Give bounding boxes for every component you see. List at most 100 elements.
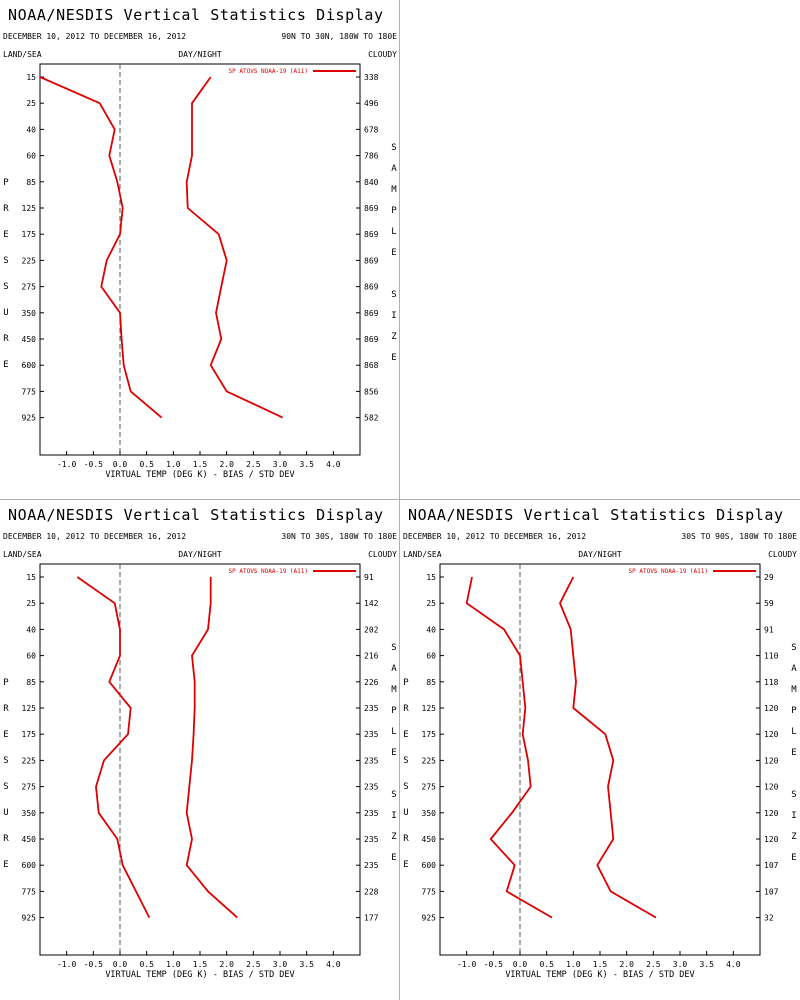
sample-size-axis-letter: E xyxy=(791,748,796,758)
pressure-axis-letter: R xyxy=(3,204,9,214)
sample-size-label: 120 xyxy=(764,730,779,739)
x-tick-label: 3.5 xyxy=(299,960,314,969)
pressure-tick-label: 450 xyxy=(22,335,37,344)
pressure-tick-label: 25 xyxy=(26,599,36,608)
land-sea-label: LAND/SEA xyxy=(403,550,442,559)
sample-size-axis-letter: S xyxy=(391,643,396,653)
sample-size-label: 840 xyxy=(364,178,379,187)
pressure-axis-letter: R xyxy=(403,834,409,844)
x-tick-label: 2.5 xyxy=(646,960,661,969)
pressure-tick-label: 225 xyxy=(22,756,37,765)
x-tick-label: 4.0 xyxy=(726,960,741,969)
vertical-divider xyxy=(399,0,400,1000)
pressure-tick-label: 125 xyxy=(422,704,437,713)
pressure-axis-letter: S xyxy=(3,256,8,266)
x-tick-label: 3.0 xyxy=(273,460,288,469)
pressure-tick-label: 175 xyxy=(22,730,37,739)
pressure-tick-label: 450 xyxy=(22,835,37,844)
sample-size-axis-letter: S xyxy=(791,643,796,653)
x-axis-title: VIRTUAL TEMP (DEG K) - BIAS / STD DEV xyxy=(505,970,694,980)
pressure-axis-letter: R xyxy=(3,704,9,714)
sample-size-axis-letter: P xyxy=(391,706,397,716)
sample-size-label: 110 xyxy=(764,652,779,661)
x-tick-label: 0.5 xyxy=(539,960,554,969)
x-tick-label: -0.5 xyxy=(84,460,103,469)
sample-size-axis-letter: L xyxy=(391,727,396,737)
pressure-tick-label: 600 xyxy=(22,861,37,870)
sample-size-axis-letter: Z xyxy=(791,832,797,842)
horizontal-divider xyxy=(0,499,800,500)
sample-size-axis-letter: Z xyxy=(391,332,397,342)
legend-label: SP ATOVS NOAA-19 (A11) xyxy=(629,568,708,575)
sample-size-axis-letter: I xyxy=(391,311,396,321)
sample-size-axis-letter: S xyxy=(391,290,396,300)
sample-size-axis-letter: Z xyxy=(391,832,397,842)
series-line-bias xyxy=(39,76,163,419)
pressure-axis-letter: R xyxy=(403,704,409,714)
x-tick-label: 0.0 xyxy=(513,960,528,969)
series-line-std_dev xyxy=(185,76,284,419)
sample-size-label: 338 xyxy=(364,73,379,82)
sample-size-axis-letter: P xyxy=(791,706,797,716)
day-night-label: DAY/NIGHT xyxy=(178,550,222,559)
pressure-tick-label: 40 xyxy=(26,625,36,634)
x-tick-label: 3.5 xyxy=(299,460,314,469)
region-label: 30S TO 90S, 180W TO 180E xyxy=(681,532,797,541)
x-tick-label: 3.0 xyxy=(673,960,688,969)
x-tick-label: 0.5 xyxy=(139,460,154,469)
sample-size-label: 32 xyxy=(764,914,774,923)
sample-size-axis-letter: A xyxy=(391,664,397,674)
cloudy-label: CLOUDY xyxy=(368,550,397,559)
sample-size-label: 216 xyxy=(364,652,379,661)
pressure-tick-label: 225 xyxy=(422,756,437,765)
pressure-tick-label: 60 xyxy=(26,152,36,161)
x-tick-label: -1.0 xyxy=(57,460,76,469)
pressure-axis-letter: E xyxy=(3,230,8,240)
x-tick-label: -1.0 xyxy=(57,960,76,969)
pressure-tick-label: 775 xyxy=(422,887,437,896)
sample-size-label: 235 xyxy=(364,756,379,765)
pressure-tick-label: 40 xyxy=(426,625,436,634)
sample-size-label: 582 xyxy=(364,414,379,423)
sample-size-label: 235 xyxy=(364,861,379,870)
pressure-axis-letter: P xyxy=(403,678,409,688)
sample-size-label: 59 xyxy=(764,599,774,608)
pressure-tick-label: 125 xyxy=(22,204,37,213)
date-range: DECEMBER 10, 2012 TO DECEMBER 16, 2012 xyxy=(3,32,186,41)
sample-size-label: 120 xyxy=(764,783,779,792)
sample-size-label: 235 xyxy=(364,783,379,792)
chart-svg: NOAA/NESDIS Vertical Statistics Display D… xyxy=(3,6,397,480)
x-tick-label: 0.5 xyxy=(139,960,154,969)
sample-size-label: 868 xyxy=(364,361,379,370)
pressure-axis-letter: E xyxy=(3,860,8,870)
pressure-tick-label: 125 xyxy=(22,704,37,713)
sample-size-axis-letter: E xyxy=(391,748,396,758)
pressure-tick-label: 350 xyxy=(22,809,37,818)
land-sea-label: LAND/SEA xyxy=(3,50,42,59)
sample-size-label: 496 xyxy=(364,99,379,108)
x-tick-label: -0.5 xyxy=(484,960,503,969)
pressure-tick-label: 350 xyxy=(22,309,37,318)
x-tick-label: 1.5 xyxy=(193,960,208,969)
land-sea-label: LAND/SEA xyxy=(3,550,42,559)
sample-size-label: 678 xyxy=(364,125,379,134)
sample-size-axis-letter: M xyxy=(391,185,397,195)
pressure-axis-letter: S xyxy=(3,756,8,766)
x-axis-title: VIRTUAL TEMP (DEG K) - BIAS / STD DEV xyxy=(105,970,294,980)
x-tick-label: 3.0 xyxy=(273,960,288,969)
chart-svg: NOAA/NESDIS Vertical Statistics Display D… xyxy=(3,506,397,980)
pressure-axis-letter: U xyxy=(403,808,408,818)
pressure-axis-letter: U xyxy=(3,808,8,818)
chart-svg: NOAA/NESDIS Vertical Statistics Display D… xyxy=(403,506,797,980)
x-tick-label: 1.5 xyxy=(193,460,208,469)
sample-size-label: 177 xyxy=(364,914,379,923)
region-label: 30N TO 30S, 180W TO 180E xyxy=(281,532,397,541)
pressure-axis-letter: P xyxy=(3,678,9,688)
pressure-tick-label: 60 xyxy=(26,652,36,661)
sample-size-axis-letter: M xyxy=(791,685,797,695)
cloudy-label: CLOUDY xyxy=(768,550,797,559)
series-line-bias xyxy=(465,576,553,919)
cloudy-label: CLOUDY xyxy=(368,50,397,59)
pressure-tick-label: 600 xyxy=(422,861,437,870)
sample-size-axis-letter: L xyxy=(791,727,796,737)
